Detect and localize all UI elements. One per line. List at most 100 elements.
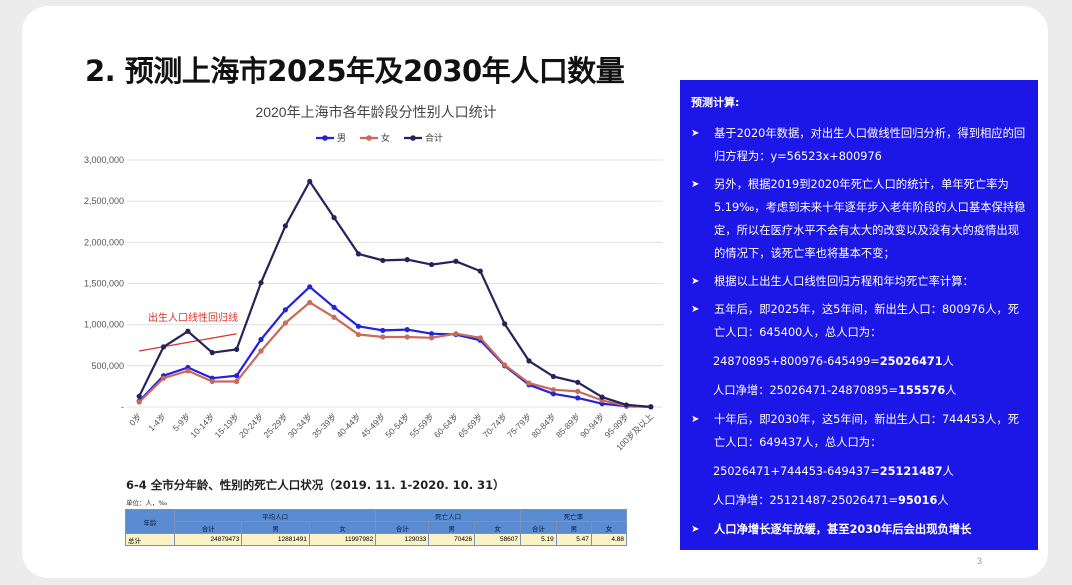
table-subheader: 女 (308, 521, 377, 534)
data-point (258, 336, 264, 343)
x-tick-label: 30-34岁 (286, 411, 314, 439)
data-point (453, 258, 459, 264)
legend-label: 合计 (425, 132, 443, 143)
data-point (550, 391, 556, 397)
data-point (648, 404, 654, 410)
data-point (502, 362, 508, 368)
calc-unit: 人 (942, 465, 954, 478)
data-point (404, 257, 410, 263)
table-group-header: 平均人口 (173, 509, 377, 522)
data-point (355, 251, 362, 257)
calc-expression: 25026471+744453-649437= (713, 465, 880, 478)
arrow-icon: ➤ (691, 128, 700, 139)
data-point (355, 323, 362, 329)
x-tick-label: 70-74岁 (481, 411, 509, 439)
data-point (599, 394, 605, 400)
table-cell: 5.19 (520, 533, 557, 546)
data-point (575, 388, 581, 394)
y-tick-label: 3,000,000 (84, 155, 124, 165)
table-cell: 58607 (474, 533, 522, 546)
data-point (526, 380, 532, 386)
data-point (575, 395, 581, 401)
legend-label: 男 (337, 133, 346, 143)
table-group-header: 死亡率 (520, 509, 627, 522)
calc-result: 155576 (898, 384, 946, 397)
data-point (477, 268, 483, 274)
table-subheader: 女 (474, 521, 522, 534)
calc-unit: 人 (937, 494, 949, 507)
y-tick-label: 1,000,000 (84, 320, 124, 330)
panel-heading: 预测计算: (691, 96, 740, 109)
data-point (453, 331, 459, 337)
x-tick-label: 90-94岁 (578, 411, 606, 439)
table-caption: 6-4 全市分年龄、性别的死亡人口状况（2019. 11. 1-2020. 10… (126, 478, 505, 492)
prediction-panel: 预测计算: ➤ 基于2020年数据，对出生人口做线性回归分析，得到相应的回归方程为… (680, 80, 1038, 550)
data-point (331, 215, 337, 221)
data-point (234, 373, 240, 379)
panel-bullet: ➤ 根据以上出生人口线性回归方程和年均死亡率计算： (691, 270, 1028, 293)
table-cell: 12881491 (241, 533, 310, 546)
data-point (185, 328, 191, 334)
table-cell: 5.47 (555, 533, 592, 546)
x-tick-label: 85-89岁 (554, 411, 582, 439)
bullet-text: 五年后，即2025年，这5年间，新出生人口：800976人，死亡人口：64540… (714, 303, 1020, 339)
data-point (209, 378, 215, 385)
calc-2030-net: 人口净增：25121487-25026471=95016人 (691, 489, 1028, 512)
data-point (234, 346, 240, 352)
calc-2030-total: 25026471+744453-649437=25121487人 (691, 460, 1028, 483)
calc-unit: 人 (945, 384, 957, 397)
x-tick-label: 75-79岁 (505, 411, 533, 439)
table-row-label: 总计 (125, 533, 175, 546)
calc-result: 25026471 (879, 355, 943, 368)
y-tick-label: 1,500,000 (84, 279, 124, 289)
calc-2025-total: 24870895+800976-645499=25026471人 (691, 350, 1028, 373)
data-point (136, 399, 142, 405)
x-tick-label: 35-39岁 (310, 411, 338, 439)
data-point (307, 178, 313, 185)
data-point (185, 368, 191, 374)
regression-line (139, 333, 237, 352)
x-tick-label: 40-44岁 (334, 411, 362, 439)
y-tick-label: 500,000 (91, 361, 124, 371)
death-statistics-table: 年龄 平均人口 死亡人口 死亡率 合计 男 女 合计 男 女 合计 男 女 总计… (125, 509, 628, 546)
data-point (160, 375, 167, 381)
data-point (428, 261, 435, 268)
data-point (258, 348, 264, 354)
data-point (380, 327, 386, 334)
arrow-icon: ➤ (691, 179, 700, 190)
conclusion-text: 人口净增长逐年放缓，甚至2030年后会出现负增长 (714, 523, 972, 536)
data-point (282, 320, 288, 326)
x-tick-label: 60-64岁 (432, 411, 460, 439)
panel-bullet: ➤ 另外，根据2019到2020年死亡人口的统计，单年死亡率为5.19‰，考虑到未… (691, 173, 1028, 265)
calc-expression: 24870895+800976-645499= (713, 355, 880, 368)
data-point (307, 284, 313, 290)
data-point (160, 344, 167, 350)
data-point (428, 335, 435, 341)
data-point (282, 223, 288, 229)
y-tick-label: 2,000,000 (84, 237, 124, 247)
legend-marker (366, 135, 372, 141)
table-unit: 单位：人，‰ (126, 499, 168, 507)
data-point (258, 280, 264, 286)
arrow-icon: ➤ (691, 524, 700, 535)
arrow-icon: ➤ (691, 414, 700, 425)
arrow-icon: ➤ (691, 276, 700, 287)
data-point (307, 299, 313, 306)
y-tick-label: 2,500,000 (84, 196, 124, 206)
data-point (136, 393, 142, 399)
data-point (380, 334, 386, 340)
table-subheader: 合计 (173, 521, 243, 534)
slide-title: 2. 预测上海市2025年及2030年人口数量 (85, 54, 625, 88)
bullet-text: 根据以上出生人口线性回归方程和年均死亡率计算： (714, 275, 974, 288)
series-line (138, 301, 651, 408)
table-cell: 4.88 (590, 533, 628, 546)
bullet-text: 基于2020年数据，对出生人口做线性回归分析，得到相应的回归方程为：y=5652… (714, 127, 1026, 163)
x-tick-label: 45-49岁 (359, 411, 387, 439)
data-point (477, 335, 483, 341)
calc-expression: 人口净增：25026471-24870895= (713, 384, 899, 397)
bullet-text: 十年后，即2030年，这5年间，新出生人口：744453人，死亡人口：64943… (714, 413, 1020, 449)
calc-unit: 人 (942, 355, 954, 368)
x-tick-label: 0岁 (127, 411, 143, 427)
legend-marker (322, 135, 328, 141)
